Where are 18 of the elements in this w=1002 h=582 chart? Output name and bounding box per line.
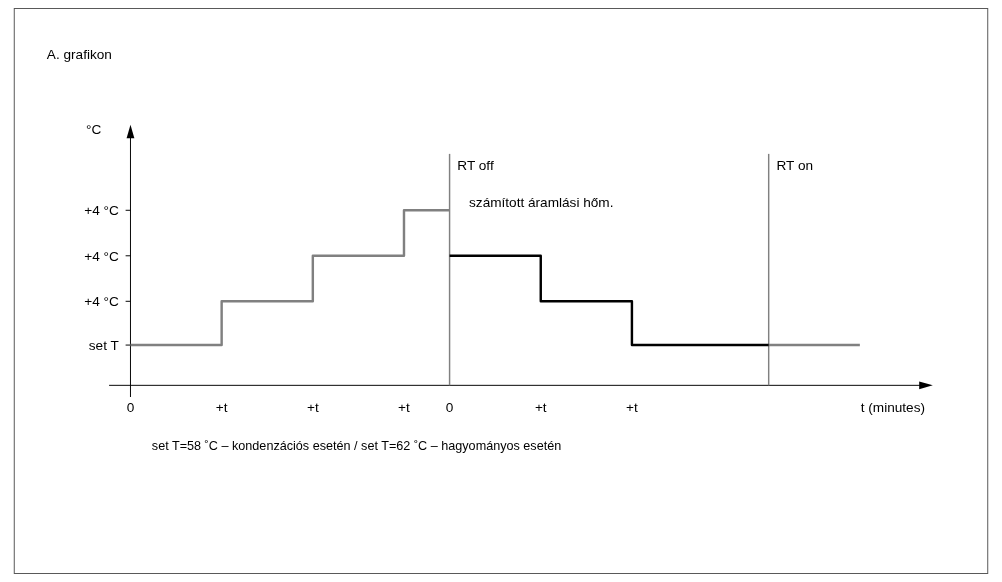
x-tick-label: 0	[445, 399, 454, 415]
annotation: +4 °C	[84, 294, 119, 310]
x-tick-label: +t	[534, 399, 547, 415]
x-tick-label: +t	[306, 399, 319, 415]
x-axis-title: t (minutes)	[860, 399, 926, 415]
x-tick-label: 0	[126, 399, 135, 415]
annotation: +4 °C	[84, 203, 119, 219]
text: set T=58 ˚C – kondenzációs esetén / set T=62 ˚C – hagyományos esetén	[151, 438, 562, 453]
text: számított áramlási hőm.	[469, 195, 614, 211]
annotation: +4 °C	[84, 248, 119, 264]
chart-title: A. grafikon	[46, 46, 112, 62]
text: RT on	[776, 158, 814, 174]
x-tick-label: +t	[626, 399, 638, 415]
x-tick-label: +t	[398, 399, 411, 415]
x-tick-label: +t	[215, 399, 228, 415]
text: °C	[86, 122, 102, 138]
annotation: set T	[88, 337, 119, 353]
text: RT off	[457, 158, 494, 174]
